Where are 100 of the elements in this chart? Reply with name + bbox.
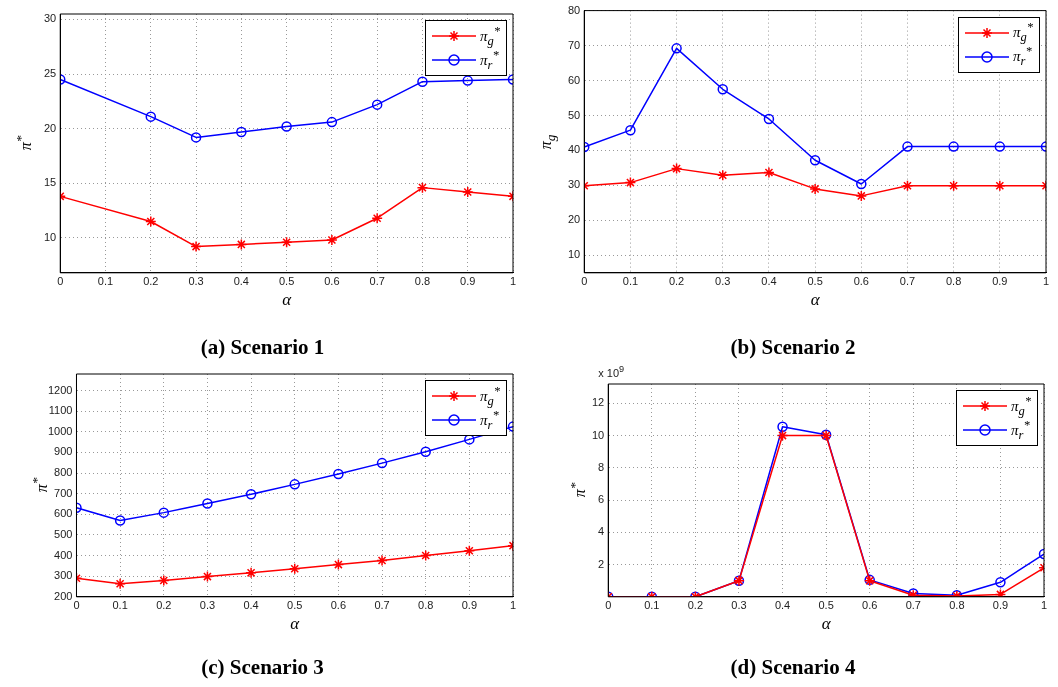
x-tick-label: 1	[509, 275, 517, 288]
x-tick-label: 0.5	[807, 275, 823, 288]
point	[901, 180, 914, 192]
point	[420, 446, 431, 458]
text: (a) Scenario 1	[199, 335, 326, 360]
point	[289, 479, 300, 490]
y-tick-label: 30	[43, 12, 57, 25]
x-tick-label: 0.1	[644, 599, 660, 612]
x-tick-label: 0	[57, 275, 64, 288]
point	[671, 43, 682, 54]
y-tick-label: 40	[567, 143, 581, 156]
x-tick-label: 0.1	[97, 275, 114, 288]
point	[947, 180, 960, 192]
point	[419, 549, 432, 562]
x-tick-label: 0.3	[715, 275, 731, 288]
point	[288, 562, 301, 575]
x-tick-label: 0.8	[946, 275, 962, 288]
point	[190, 132, 202, 143]
x-tick-label: 0	[605, 599, 612, 612]
point	[236, 126, 247, 138]
y-tick-label: 10	[567, 248, 581, 261]
point	[625, 124, 636, 136]
point	[326, 234, 338, 246]
point	[158, 574, 170, 587]
point	[462, 75, 473, 86]
point	[624, 176, 637, 189]
point	[902, 141, 913, 152]
x-axis-title: α	[821, 613, 831, 634]
x-tick-label: 1	[509, 599, 517, 612]
point	[461, 186, 474, 198]
x-tick-label: 0.3	[731, 599, 747, 612]
y-tick-label: 30	[567, 178, 581, 191]
x-tick-label: 0.9	[992, 599, 1009, 612]
point	[855, 190, 868, 202]
x-tick-label: 0.4	[774, 599, 791, 612]
point	[670, 162, 683, 175]
point	[332, 558, 345, 571]
x-tick-label: 0.3	[199, 599, 216, 612]
point	[994, 141, 1006, 152]
y-tick-label: 10	[43, 230, 57, 243]
x-tick-label: 0.1	[112, 599, 128, 612]
x-tick-label: 0.7	[899, 275, 916, 288]
x-tick-label: 0.6	[862, 599, 878, 612]
y-tick-label: 20	[567, 213, 581, 226]
x-tick-label: 0.2	[687, 599, 704, 612]
point	[809, 183, 821, 195]
point	[333, 468, 344, 480]
point	[763, 113, 775, 125]
y-tick-label: 900	[54, 445, 73, 458]
text: (c) Scenario 3	[200, 655, 325, 680]
y-tick-label: 1100	[48, 404, 73, 417]
y-tick-label: 25	[43, 67, 57, 80]
x-tick-label: 0	[73, 599, 80, 612]
y-tick-label: 500	[54, 527, 73, 540]
point	[995, 577, 1006, 588]
x-tick-label: 0.9	[460, 275, 476, 288]
y-tick-label: 80	[567, 3, 581, 16]
y-tick-label: 2	[598, 557, 605, 570]
text: x 10$^{9}$	[598, 364, 625, 379]
y-tick-label: 1000	[47, 424, 73, 437]
x-tick-label: 0	[581, 275, 588, 288]
point	[202, 498, 213, 509]
x-tick-label: 0.6	[324, 275, 340, 288]
x-tick-label: 0.4	[243, 599, 259, 612]
text: (d) Scenario 4	[729, 655, 857, 680]
point	[326, 116, 338, 128]
text: (b) Scenario 2	[729, 335, 857, 360]
point	[809, 154, 821, 166]
x-tick-label: 0.9	[461, 599, 477, 612]
y-tick-label: 10	[591, 428, 605, 441]
point	[145, 111, 157, 122]
x-tick-label: 0.5	[278, 275, 295, 288]
point	[245, 567, 257, 579]
x-tick-label: 0.6	[853, 275, 869, 288]
point	[948, 141, 959, 152]
point	[763, 166, 775, 179]
x-tick-label: 0.5	[287, 599, 303, 612]
x-tick-label: 0.7	[369, 275, 385, 288]
point	[371, 99, 383, 110]
x-axis-title: α	[290, 613, 300, 634]
y-tick-label: 200	[54, 589, 73, 602]
y-tick-label: 700	[54, 486, 73, 499]
point	[281, 121, 292, 132]
x-tick-label: 0.5	[818, 599, 834, 612]
x-tick-label: 0.3	[188, 275, 204, 288]
point	[994, 180, 1006, 192]
point	[717, 169, 729, 182]
x-tick-label: 1	[1042, 275, 1050, 288]
x-tick-label: 1	[1040, 599, 1048, 612]
point	[463, 545, 476, 557]
x-tick-label: 0.4	[761, 275, 777, 288]
x-axis-title: α	[810, 289, 820, 310]
point	[158, 507, 170, 518]
x-tick-label: 0.8	[418, 599, 434, 612]
y-tick-label: 70	[567, 38, 581, 51]
point	[371, 212, 383, 224]
x-tick-label: 0.7	[374, 599, 390, 612]
x-tick-label: 0.1	[622, 275, 639, 288]
x-tick-label: 0.2	[143, 275, 159, 288]
point	[280, 236, 293, 248]
